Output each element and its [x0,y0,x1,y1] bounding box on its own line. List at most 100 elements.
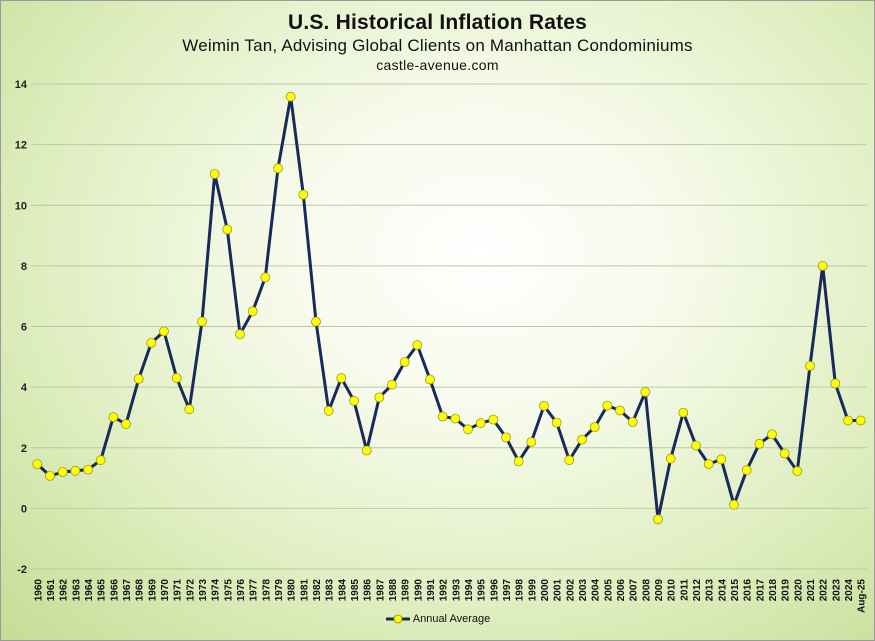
data-point-2000 [539,400,549,411]
data-point-2016 [741,465,752,476]
data-point-1966 [108,412,119,423]
legend-line-marker-icon [385,614,410,624]
y-axis-ticks: -2 0 2 4 6 8 10 12 14 [15,79,28,576]
data-point-1969 [146,337,157,348]
data-point-1967 [121,419,131,430]
x-tick-label: 1966 [109,579,120,602]
data-point-1978 [260,272,271,283]
x-tick-label: 2023 [831,579,842,602]
x-tick-label: 1964 [84,579,95,602]
chart-subtitle: Weimin Tan, Advising Global Clients on M… [182,36,693,55]
x-tick-label: 1968 [135,579,146,602]
x-tick-label: 2000 [540,579,551,602]
data-point-2024 [843,415,853,426]
data-point-1986 [361,445,372,456]
x-tick-label: 1994 [464,579,475,602]
data-point-1962 [57,467,68,477]
x-tick-label: 1977 [249,579,260,602]
y-tick-label: 10 [15,200,27,212]
x-tick-label: 1960 [33,579,44,602]
x-tick-label: 2017 [755,579,766,602]
x-tick-label: 2005 [603,579,614,602]
y-tick-label: -2 [17,564,27,576]
x-tick-label: 1986 [363,579,374,602]
data-point-1999 [526,437,537,447]
x-tick-label: Aug-25 [857,579,868,613]
data-point-1972 [184,404,195,415]
x-tick-label: 2002 [565,579,576,602]
y-tick-label: 4 [21,382,28,394]
data-point-2001 [551,417,562,428]
x-tick-label: 2010 [667,579,678,602]
data-point-2008 [640,387,651,397]
chart-source: castle-avenue.com [376,57,499,73]
x-tick-label: 1971 [173,579,184,602]
chart-title: U.S. Historical Inflation Rates [287,11,588,34]
x-tick-label: 1961 [46,579,57,602]
title-block: U.S. Historical Inflation Rates Weimin T… [1,11,874,75]
data-point-2007 [627,417,638,427]
data-point-2014 [716,454,727,465]
x-tick-label: 2006 [616,579,627,602]
data-point-1975 [222,224,233,235]
data-point-2005 [602,400,613,411]
x-tick-label: 2013 [705,579,716,602]
data-point-2012 [691,440,701,451]
x-tick-label: 1981 [299,579,310,602]
data-point-1981 [298,189,309,200]
data-point-1965 [95,455,106,466]
data-point-1979 [273,163,283,174]
data-point-2013 [703,459,714,470]
x-tick-label: 1996 [489,579,500,602]
data-point-1989 [399,357,410,367]
x-tick-label: 1982 [312,579,323,602]
data-point-1982 [311,316,321,327]
data-point-1990 [412,340,423,350]
x-tick-label: 1990 [413,579,424,602]
x-tick-label: 1993 [451,579,462,602]
data-point-2020 [792,466,803,477]
data-point-1968 [133,373,144,384]
data-point-1988 [387,379,397,390]
x-tick-label: 1979 [274,579,285,602]
data-point-2011 [678,407,689,418]
x-tick-label: 2015 [730,579,741,602]
series-line [36,95,861,521]
data-point-1991 [425,374,435,385]
x-tick-label: 1987 [375,579,386,602]
x-tick-label: 1972 [185,579,196,602]
x-tick-label: 1984 [337,579,348,602]
data-point-1963 [70,465,81,476]
x-tick-label: 2007 [629,579,640,602]
data-point-1984 [336,373,347,383]
x-tick-label: 1970 [160,579,171,602]
data-point-1974 [209,169,220,179]
x-tick-label: 1988 [388,579,399,602]
x-tick-label: 2024 [844,579,855,602]
data-point-1997 [501,432,511,443]
series-annual-average [32,91,866,525]
x-tick-label: 2022 [819,579,830,602]
x-tick-label: 1978 [261,579,272,602]
x-tick-label: 2016 [743,579,754,602]
x-tick-label: 2021 [806,579,817,602]
x-tick-label: 2008 [641,579,652,602]
data-point-1971 [171,373,182,383]
data-point-1985 [349,395,359,406]
gridlines [31,83,867,570]
data-point-2018 [767,429,777,440]
data-point-2006 [615,405,625,416]
x-tick-label: 1974 [211,579,222,602]
y-tick-label: 12 [15,140,27,152]
x-tick-label: 2009 [654,579,665,602]
x-tick-label: 1998 [515,579,526,602]
data-point-2010 [665,453,676,464]
x-tick-label: 1975 [223,579,234,602]
data-point-1976 [235,329,245,340]
y-tick-label: 6 [21,322,27,334]
data-point-2022 [817,260,828,271]
x-tick-label: 1992 [439,579,450,602]
x-tick-label: 1983 [325,579,336,602]
x-tick-label: 2003 [578,579,589,602]
y-tick-label: 0 [21,503,27,515]
